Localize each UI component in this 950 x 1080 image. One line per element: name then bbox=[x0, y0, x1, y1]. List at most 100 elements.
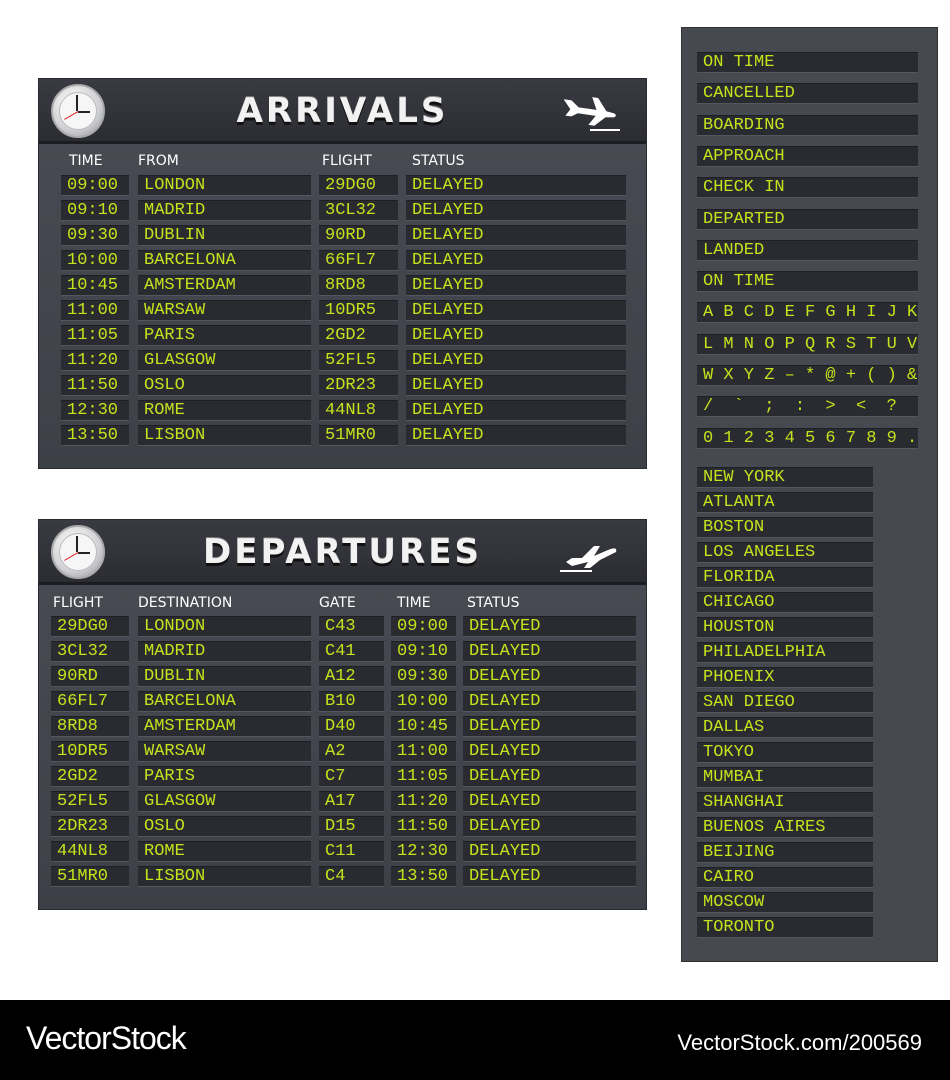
city-item: DALLAS bbox=[697, 717, 873, 738]
city-item: PHOENIX bbox=[697, 667, 873, 688]
city-item: TOKYO bbox=[697, 742, 873, 763]
table-cell: 3CL32 bbox=[319, 200, 398, 221]
city-item: CAIRO bbox=[697, 867, 873, 888]
table-cell: 10:45 bbox=[391, 716, 456, 737]
table-cell: LONDON bbox=[138, 616, 311, 637]
table-cell: DELAYED bbox=[463, 841, 636, 862]
table-cell: 52FL5 bbox=[51, 791, 129, 812]
table-cell: 2DR23 bbox=[51, 816, 129, 837]
city-item: FLORIDA bbox=[697, 567, 873, 588]
table-cell: ROME bbox=[138, 400, 311, 421]
table-cell: 10:45 bbox=[61, 275, 129, 296]
status-item: ON TIME bbox=[697, 52, 918, 73]
table-cell: 10:00 bbox=[391, 691, 456, 712]
column-header: FROM bbox=[138, 153, 179, 169]
status-item: LANDED bbox=[697, 239, 918, 261]
city-item: MUMBAI bbox=[697, 767, 873, 788]
character-row: L M N O P Q R S T U V bbox=[697, 333, 918, 355]
table-cell: DELAYED bbox=[406, 375, 626, 396]
table-cell: DELAYED bbox=[463, 791, 636, 812]
table-cell: DUBLIN bbox=[138, 666, 311, 687]
column-header: DESTINATION bbox=[138, 595, 233, 611]
table-cell: C4 bbox=[319, 866, 384, 887]
vectorstock-logo: VectorStock bbox=[26, 1020, 187, 1056]
table-cell: 8RD8 bbox=[51, 716, 129, 737]
table-cell: PARIS bbox=[138, 325, 311, 346]
table-cell: DELAYED bbox=[406, 250, 626, 271]
status-item: CHECK IN bbox=[697, 177, 918, 199]
status-item: APPROACH bbox=[697, 145, 918, 167]
table-cell: DELAYED bbox=[463, 741, 636, 762]
table-cell: BARCELONA bbox=[138, 250, 311, 271]
table-cell: 8RD8 bbox=[319, 275, 398, 296]
arrivals-header: ARRIVALS bbox=[39, 79, 646, 144]
table-cell: 51MR0 bbox=[51, 866, 129, 887]
departures-board: DEPARTURES FLIGHT DESTINATION GATE TIME STAT… bbox=[38, 519, 647, 910]
status-item: DEPARTED bbox=[697, 208, 918, 230]
table-cell: MADRID bbox=[138, 200, 311, 221]
city-item: HOUSTON bbox=[697, 617, 873, 638]
table-cell: OSLO bbox=[138, 375, 311, 396]
table-cell: LISBON bbox=[138, 425, 311, 446]
city-item: SAN DIEGO bbox=[697, 692, 873, 713]
table-cell: 12:30 bbox=[391, 841, 456, 862]
table-cell: D15 bbox=[319, 816, 384, 837]
table-cell: 09:10 bbox=[61, 200, 129, 221]
table-cell: WARSAW bbox=[138, 300, 311, 321]
table-cell: DELAYED bbox=[406, 425, 626, 446]
table-cell: 2GD2 bbox=[319, 325, 398, 346]
footer: VectorStock VectorStock.com/200569 bbox=[0, 1000, 950, 1080]
table-cell: 90RD bbox=[319, 225, 398, 246]
table-cell: 09:30 bbox=[61, 225, 129, 246]
table-cell: 09:10 bbox=[391, 641, 456, 662]
city-item: NEW YORK bbox=[697, 467, 873, 488]
table-cell: DELAYED bbox=[463, 691, 636, 712]
table-cell: DELAYED bbox=[463, 766, 636, 787]
table-cell: AMSTERDAM bbox=[138, 275, 311, 296]
column-header: TIME bbox=[69, 153, 103, 169]
column-header: FLIGHT bbox=[322, 153, 372, 169]
table-cell: 13:50 bbox=[61, 425, 129, 446]
table-cell: OSLO bbox=[138, 816, 311, 837]
table-cell: 11:50 bbox=[61, 375, 129, 396]
table-cell: 2DR23 bbox=[319, 375, 398, 396]
table-cell: DELAYED bbox=[463, 666, 636, 687]
departures-header: DEPARTURES bbox=[39, 520, 646, 585]
status-item: CANCELLED bbox=[697, 83, 918, 105]
plane-landing-icon bbox=[563, 97, 620, 131]
table-cell: 2GD2 bbox=[51, 766, 129, 787]
column-header: STATUS bbox=[467, 595, 520, 611]
column-header: GATE bbox=[319, 595, 356, 611]
table-cell: 13:50 bbox=[391, 866, 456, 887]
city-item: ATLANTA bbox=[697, 492, 873, 513]
table-cell: AMSTERDAM bbox=[138, 716, 311, 737]
status-item: BOARDING bbox=[697, 114, 918, 136]
table-cell: 11:20 bbox=[61, 350, 129, 371]
table-cell: DELAYED bbox=[406, 350, 626, 371]
character-row: W X Y Z – * @ + ( ) & bbox=[697, 365, 918, 386]
table-cell: 11:05 bbox=[391, 766, 456, 787]
character-row: 0 1 2 3 4 5 6 7 8 9 . bbox=[697, 427, 918, 449]
table-cell: 11:05 bbox=[61, 325, 129, 346]
table-cell: GLASGOW bbox=[138, 350, 311, 371]
city-item: LOS ANGELES bbox=[697, 542, 873, 563]
table-cell: 90RD bbox=[51, 666, 129, 687]
table-cell: PARIS bbox=[138, 766, 311, 787]
table-cell: 09:00 bbox=[391, 616, 456, 637]
table-cell: 09:30 bbox=[391, 666, 456, 687]
table-cell: DELAYED bbox=[406, 400, 626, 421]
city-item: SHANGHAI bbox=[697, 792, 873, 813]
table-cell: 3CL32 bbox=[51, 641, 129, 662]
table-cell: DELAYED bbox=[463, 716, 636, 737]
city-item: BEIJING bbox=[697, 842, 873, 863]
table-cell: DELAYED bbox=[463, 641, 636, 662]
character-row: A B C D E F G H I J K bbox=[697, 302, 918, 324]
table-cell: 51MR0 bbox=[319, 425, 398, 446]
table-cell: DUBLIN bbox=[138, 225, 311, 246]
clock-icon bbox=[51, 525, 105, 579]
table-cell: C11 bbox=[319, 841, 384, 862]
table-cell: A2 bbox=[319, 741, 384, 762]
table-cell: C41 bbox=[319, 641, 384, 662]
table-cell: 52FL5 bbox=[319, 350, 398, 371]
city-item: TORONTO bbox=[697, 917, 873, 938]
